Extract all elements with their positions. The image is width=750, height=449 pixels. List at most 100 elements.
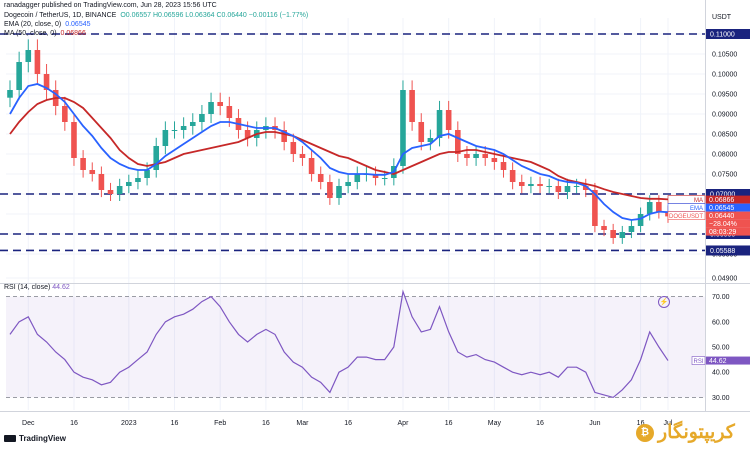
time-tick-label: Dec <box>22 420 35 427</box>
candle-body <box>610 230 616 238</box>
candle-body <box>308 158 315 174</box>
price-tag-value <box>706 211 750 220</box>
rsi-tick-label: 60.00 <box>712 319 730 326</box>
candle-body <box>555 186 562 192</box>
candle-body <box>491 158 498 162</box>
candle-body <box>25 50 32 62</box>
candle-body <box>345 182 351 186</box>
candle-body <box>372 174 379 178</box>
tradingview-name: TradingView <box>19 434 66 443</box>
tradingview-logo[interactable]: TradingView <box>4 434 66 443</box>
candle-body <box>80 158 86 170</box>
candle-body <box>126 182 132 186</box>
lightning-icon[interactable]: ⚡ <box>658 296 670 308</box>
candle-body <box>153 146 160 170</box>
published-note: ranadagger published on TradingView.com,… <box>4 2 217 9</box>
level-price-tag <box>706 29 750 39</box>
time-tick-label: Feb <box>214 420 226 427</box>
price-tag-name-label: MA <box>694 198 703 204</box>
rsi-tag-name-label: RSI <box>693 359 703 365</box>
candle-body <box>244 130 251 138</box>
ohlc-values: O0.06557 H0.06596 L0.06364 C0.06440 −0.0… <box>120 12 309 19</box>
time-tick-label: 16 <box>637 420 645 427</box>
brand-name: کریپتونگار <box>658 422 735 443</box>
ma-value: 0.06866 <box>60 30 86 37</box>
rsi-value-tag <box>706 356 750 365</box>
candle-body <box>409 90 415 122</box>
level-price-label: 0.07000 <box>710 192 735 199</box>
pair-title: Dogecoin / TetherUS, 1D, BINANCE <box>4 12 117 19</box>
price-tag-extra <box>706 219 750 228</box>
rsi-tick-label: 30.00 <box>712 395 730 402</box>
candle-body <box>518 182 525 186</box>
candle-body <box>601 226 607 230</box>
rsi-tag-name <box>691 356 706 365</box>
time-tick-label: Mar <box>296 420 309 427</box>
candle-body <box>564 186 571 192</box>
price-tick-label: 0.09000 <box>712 112 737 119</box>
candle-body <box>619 232 626 238</box>
rsi-legend: RSI (14, close) 44.62 <box>4 284 70 291</box>
candle-body <box>509 170 516 182</box>
pane-divider <box>0 283 750 284</box>
rsi-value: 44.62 <box>52 284 70 291</box>
candle-body <box>628 226 635 232</box>
price-axis-border <box>705 0 706 412</box>
candle-body <box>71 122 77 158</box>
candle-body <box>528 184 534 186</box>
rsi-plot <box>6 289 705 399</box>
candle-body <box>281 130 287 142</box>
candle-body <box>189 122 196 126</box>
candle-body <box>317 174 324 182</box>
price-tag-extra-label: −28.04% <box>709 221 737 228</box>
ema-label: EMA (20, close, 0) <box>4 21 62 28</box>
price-tick-label: 0.08500 <box>712 132 737 139</box>
time-tick-label: 16 <box>262 420 270 427</box>
price-tag-value-label: 0.06866 <box>709 197 734 204</box>
candle-body <box>400 90 406 166</box>
candle-body <box>16 62 22 90</box>
candle-body <box>473 154 479 158</box>
candle-body <box>217 102 223 106</box>
time-axis-border <box>0 411 750 412</box>
candle-body <box>171 130 178 131</box>
price-tag-value <box>706 195 750 204</box>
price-tick-label: 0.09500 <box>712 92 737 99</box>
time-tick-label: 2023 <box>121 420 137 427</box>
rsi-line <box>9 289 669 399</box>
candle-body <box>500 162 507 170</box>
price-tag-extra-label: 08:03:29 <box>709 229 736 236</box>
rsi-band <box>6 296 705 398</box>
candle-body <box>116 186 123 194</box>
tradingview-icon <box>4 435 16 442</box>
ma-50-line <box>9 97 669 201</box>
candle-body <box>537 184 543 186</box>
candle-body <box>336 186 342 198</box>
rsi-tick-label: 70.00 <box>712 294 730 301</box>
time-tick-label: Apr <box>398 420 410 427</box>
ema-20-line <box>9 83 669 221</box>
candle-body <box>656 202 662 212</box>
candle-body <box>299 154 306 158</box>
axis-unit: USDT <box>712 14 732 21</box>
price-tick-label: 0.04900 <box>712 276 737 283</box>
time-tick-label: 16 <box>70 420 78 427</box>
time-tick-label: 16 <box>344 420 352 427</box>
price-tag-name <box>667 211 706 220</box>
candle-body <box>445 110 452 130</box>
candle-body <box>418 122 425 142</box>
candle-body <box>107 190 114 194</box>
price-plot <box>0 33 705 252</box>
candle-body <box>582 186 589 190</box>
time-tick-label: 16 <box>536 420 544 427</box>
candle-body <box>637 214 644 226</box>
rsi-label: RSI (14, close) <box>4 284 51 291</box>
level-price-tag <box>706 189 750 199</box>
candle-body <box>354 174 361 182</box>
time-tick-label: May <box>488 420 502 427</box>
time-tick-label: 16 <box>445 420 453 427</box>
rsi-tick-label: 50.00 <box>712 345 730 352</box>
price-tag-value-label: 0.06440 <box>709 213 734 220</box>
candle-body <box>226 106 233 118</box>
